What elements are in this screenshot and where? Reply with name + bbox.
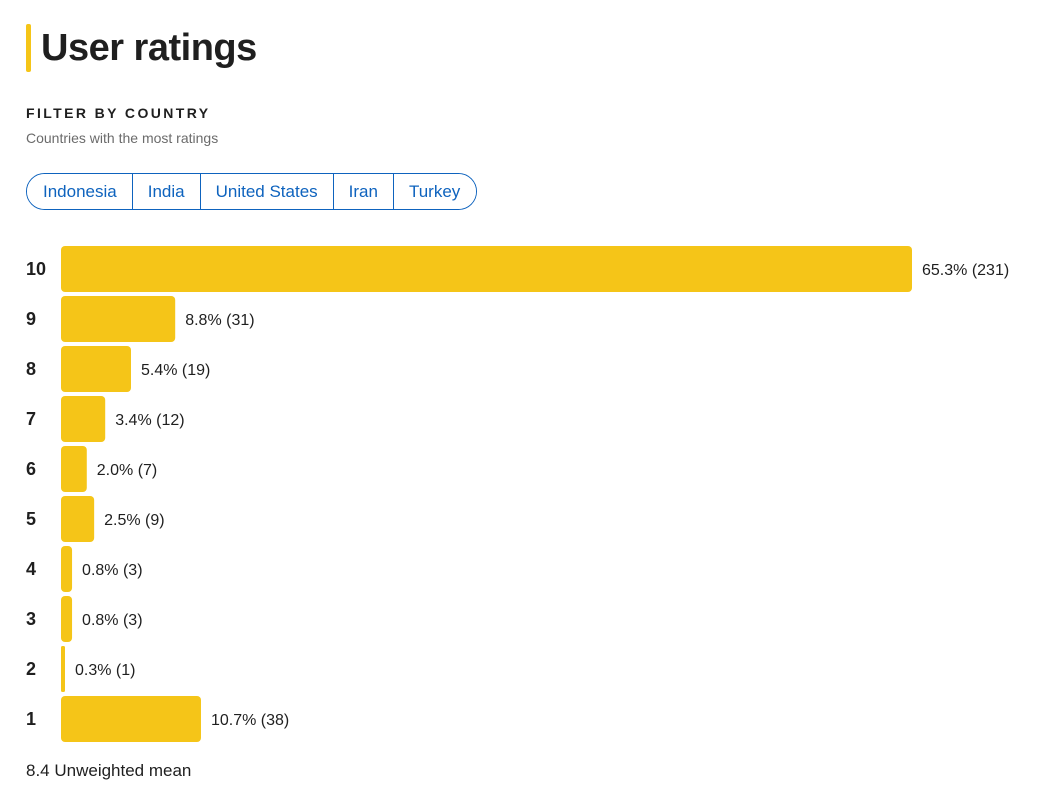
rating-value-label-1: 10.7% (38) xyxy=(211,712,289,729)
rating-bar-2[interactable] xyxy=(61,646,65,692)
rating-label-5: 5 xyxy=(26,509,36,529)
rating-bar-3[interactable] xyxy=(61,596,73,642)
ratings-bar-chart: 10 65.3% (231) 9 8.8% (31) 8 5.4% (19) 7 3.4% (… xyxy=(26,246,1009,742)
country-chip-iran[interactable]: Iran xyxy=(332,174,393,209)
rating-label-9: 9 xyxy=(26,309,36,329)
rating-bar-8[interactable] xyxy=(61,346,131,392)
rating-label-3: 3 xyxy=(26,609,36,629)
rating-value-label-8: 5.4% (19) xyxy=(141,362,210,379)
rating-value-label-2: 0.3% (1) xyxy=(75,662,135,679)
country-chip-turkey[interactable]: Turkey xyxy=(392,174,477,209)
rating-value-label-7: 3.4% (12) xyxy=(115,412,184,429)
country-chip-indonesia[interactable]: Indonesia xyxy=(27,174,132,209)
page-title: User ratings xyxy=(41,26,257,69)
filter-subtitle: Countries with the most ratings xyxy=(26,130,219,146)
rating-bar-5[interactable] xyxy=(61,496,95,542)
rating-label-10: 10 xyxy=(26,259,46,279)
rating-bar-10[interactable] xyxy=(61,246,912,292)
rating-value-label-4: 0.8% (3) xyxy=(82,562,142,579)
rating-label-7: 7 xyxy=(26,409,36,429)
rating-value-label-9: 8.8% (31) xyxy=(185,312,254,329)
rating-label-2: 2 xyxy=(26,659,36,679)
rating-bar-6[interactable] xyxy=(61,446,87,492)
country-chip-united-states[interactable]: United States xyxy=(199,174,333,209)
rating-value-label-10: 65.3% (231) xyxy=(922,262,1009,279)
title-accent-bar xyxy=(26,24,31,72)
rating-label-8: 8 xyxy=(26,359,36,379)
rating-bar-9[interactable] xyxy=(61,296,176,342)
country-chip-india[interactable]: India xyxy=(131,174,200,209)
rating-value-label-6: 2.0% (7) xyxy=(97,462,157,479)
rating-label-6: 6 xyxy=(26,459,36,479)
filter-heading: FILTER BY COUNTRY xyxy=(26,105,211,121)
country-filter-chips: Indonesia India United States Iran Turke… xyxy=(26,173,478,210)
rating-bar-7[interactable] xyxy=(61,396,106,442)
rating-value-label-3: 0.8% (3) xyxy=(82,612,142,629)
rating-label-4: 4 xyxy=(26,559,36,579)
unweighted-mean: 8.4 Unweighted mean xyxy=(26,761,192,780)
rating-bar-4[interactable] xyxy=(61,546,73,592)
rating-value-label-5: 2.5% (9) xyxy=(104,512,164,529)
rating-bar-1[interactable] xyxy=(61,696,201,742)
page-header: User ratings xyxy=(26,24,257,72)
rating-label-1: 1 xyxy=(26,709,36,729)
